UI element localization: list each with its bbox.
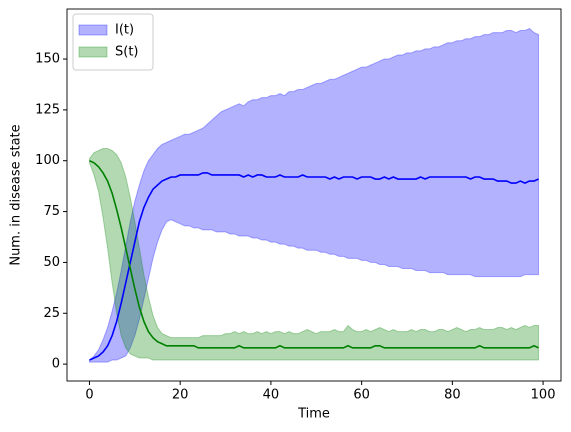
y-tick-label: 100 [35, 153, 60, 168]
legend-swatch [78, 24, 108, 36]
y-tick-label: 75 [43, 204, 60, 219]
y-tick-label: 0 [52, 357, 60, 372]
legend-label: I(t) [115, 23, 134, 38]
x-tick-label: 20 [172, 388, 189, 403]
legend-box [72, 13, 154, 71]
y-tick-label: 150 [35, 52, 60, 67]
x-axis-label: Time [297, 407, 330, 422]
band [88, 148, 540, 361]
x-tick-label: 100 [531, 388, 556, 403]
legend-swatch [78, 46, 108, 58]
x-tick-label: 0 [85, 388, 93, 403]
line [89, 172, 539, 361]
axes-frame [66, 8, 562, 382]
y-tick-label: 125 [35, 102, 60, 117]
x-tick-label: 80 [444, 388, 461, 403]
y-axis-label: Num. in disease state [9, 124, 24, 265]
band [88, 27, 540, 363]
line [89, 159, 539, 349]
y-tick-label: 25 [43, 306, 60, 321]
legend-label: S(t) [115, 45, 139, 60]
y-tick-label: 50 [43, 255, 60, 270]
x-tick-label: 60 [353, 388, 370, 403]
legend: I(t) S(t) [72, 13, 154, 71]
x-tick-label: 40 [263, 388, 280, 403]
